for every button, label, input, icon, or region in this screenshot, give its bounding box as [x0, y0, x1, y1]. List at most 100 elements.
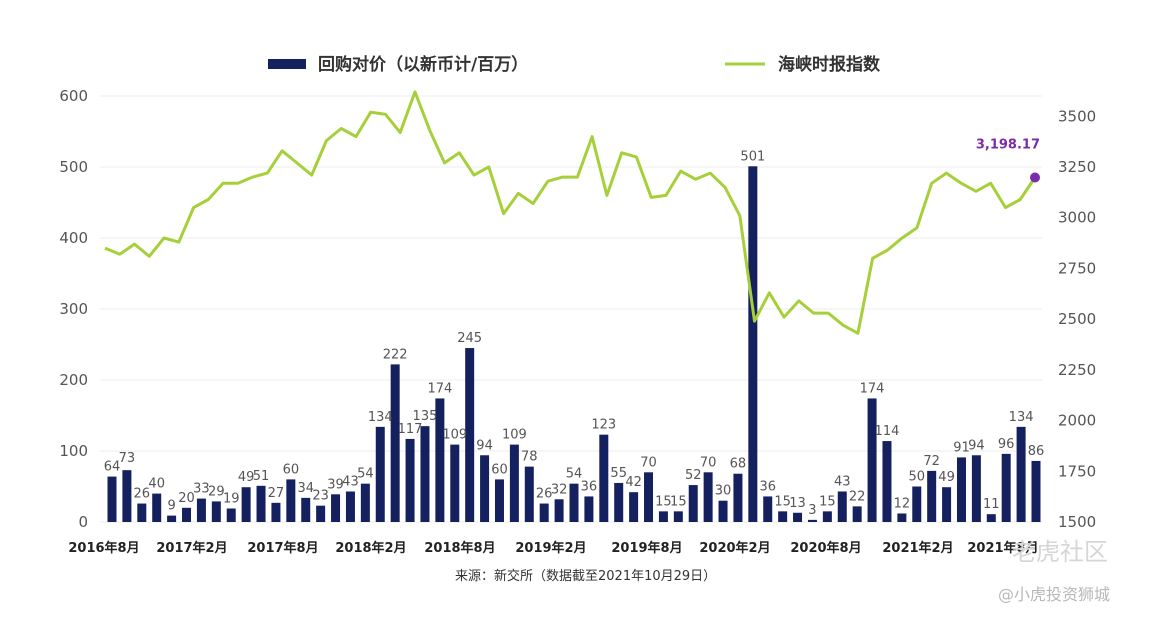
bar-data-label: 68 — [730, 457, 747, 472]
bar-data-label: 501 — [740, 149, 765, 164]
bar — [286, 479, 296, 522]
x-tick-label: 2019年2月 — [515, 540, 586, 556]
x-tick-label: 2019年8月 — [611, 540, 682, 556]
right-tick-label: 2750 — [1058, 259, 1096, 277]
bar — [137, 503, 147, 522]
left-y-axis: 600 500 400 300 200 100 0 — [59, 87, 88, 531]
legend: 回购对价（以新币计/百万） 海峡时报指数 — [268, 54, 881, 75]
bar-data-label: 72 — [923, 454, 940, 469]
bar-data-label: 12 — [894, 496, 911, 511]
bar-data-label: 70 — [700, 455, 717, 470]
grid — [100, 95, 1042, 523]
right-tick-label: 1750 — [1058, 462, 1096, 480]
bar-data-label: 123 — [591, 418, 616, 433]
bar-data-label: 40 — [148, 477, 165, 492]
bar-data-label: 32 — [551, 482, 568, 497]
bar-data-label: 91 — [953, 440, 970, 455]
bar — [673, 511, 683, 522]
bar-data-label: 49 — [938, 470, 955, 485]
legend-swatch-bars — [268, 59, 306, 69]
bar — [167, 515, 177, 522]
legend-label-line: 海峡时报指数 — [778, 54, 881, 75]
bar — [599, 434, 609, 522]
bar — [360, 483, 370, 522]
bar-data-label: 9 — [167, 499, 175, 514]
bar — [450, 444, 460, 522]
bar — [1001, 453, 1011, 522]
bar — [480, 455, 490, 522]
bar-data-label: 15 — [774, 494, 791, 509]
bar-data-label: 13 — [789, 496, 806, 511]
bar — [256, 485, 266, 522]
bar — [793, 512, 803, 522]
bar-data-label: 36 — [759, 479, 776, 494]
bar-data-label: 114 — [875, 424, 900, 439]
bar-data-label: 15 — [819, 494, 836, 509]
bar — [718, 500, 728, 522]
bar — [584, 496, 594, 522]
bar-data-label: 96 — [998, 437, 1015, 452]
bar-data-label: 86 — [1028, 444, 1045, 459]
bar — [316, 505, 326, 522]
bar-data-label: 29 — [208, 484, 225, 499]
bar-data-label: 134 — [1009, 410, 1034, 425]
bar — [182, 507, 192, 522]
bar-data-label: 222 — [383, 347, 408, 362]
bar — [942, 487, 952, 522]
bar — [956, 457, 966, 522]
x-tick-label: 2018年2月 — [335, 540, 406, 556]
bar-data-label: 15 — [670, 494, 687, 509]
right-tick-label: 3000 — [1058, 209, 1096, 227]
bar-data-label: 43 — [834, 474, 851, 489]
left-tick-label: 600 — [59, 87, 88, 105]
bar — [644, 472, 654, 522]
bar-labels: 6473264092033291949512760342339435413422… — [104, 149, 1045, 518]
bar-data-label: 135 — [413, 409, 438, 424]
bar — [122, 470, 132, 522]
bar — [1031, 460, 1041, 522]
bar-data-label: 245 — [457, 331, 482, 346]
bar-data-label: 19 — [223, 492, 240, 507]
bar-data-label: 94 — [968, 438, 985, 453]
left-tick-label: 200 — [59, 371, 88, 389]
right-tick-label: 3500 — [1058, 107, 1096, 125]
bar — [629, 492, 639, 522]
bar-data-label: 34 — [297, 481, 314, 496]
bar — [778, 511, 788, 522]
bar-data-label: 30 — [715, 484, 732, 499]
x-axis: 2016年8月 2017年2月 2017年8月 2018年2月 2018年8月 2019年… — [68, 540, 1038, 556]
bar — [703, 472, 713, 522]
x-tick-label: 2021年8月 — [967, 540, 1038, 556]
bar — [927, 470, 937, 522]
bar — [912, 486, 922, 522]
x-tick-label: 2020年2月 — [699, 540, 770, 556]
source-note: 来源：新交所（数据截至2021年10月29日） — [455, 568, 716, 584]
right-y-axis: 3500 3250 3000 2750 2500 2250 2000 1750 1500 — [1058, 107, 1096, 531]
bar — [465, 348, 475, 522]
bar — [509, 444, 519, 522]
bar — [1016, 426, 1026, 522]
bar-data-label: 23 — [312, 489, 329, 504]
bar — [196, 498, 206, 522]
bar — [241, 487, 251, 522]
left-tick-label: 100 — [59, 442, 88, 460]
right-tick-label: 3250 — [1058, 158, 1096, 176]
bar — [494, 479, 504, 522]
bar — [554, 499, 564, 522]
bar — [971, 455, 981, 522]
left-tick-label: 500 — [59, 158, 88, 176]
watermark-sub: @小虎投资狮城 — [998, 585, 1110, 604]
x-tick-label: 2020年8月 — [790, 540, 861, 556]
bar — [345, 491, 355, 522]
x-tick-label: 2017年2月 — [156, 540, 227, 556]
bar — [420, 426, 430, 522]
bar-data-label: 55 — [610, 466, 627, 481]
left-tick-label: 0 — [78, 513, 88, 531]
line-path — [104, 90, 1037, 335]
bar — [733, 473, 743, 522]
bar — [822, 511, 832, 522]
bar-data-label: 36 — [581, 479, 598, 494]
bar-data-label: 78 — [521, 450, 538, 465]
bar — [107, 476, 117, 522]
bar-data-label: 134 — [368, 410, 393, 425]
